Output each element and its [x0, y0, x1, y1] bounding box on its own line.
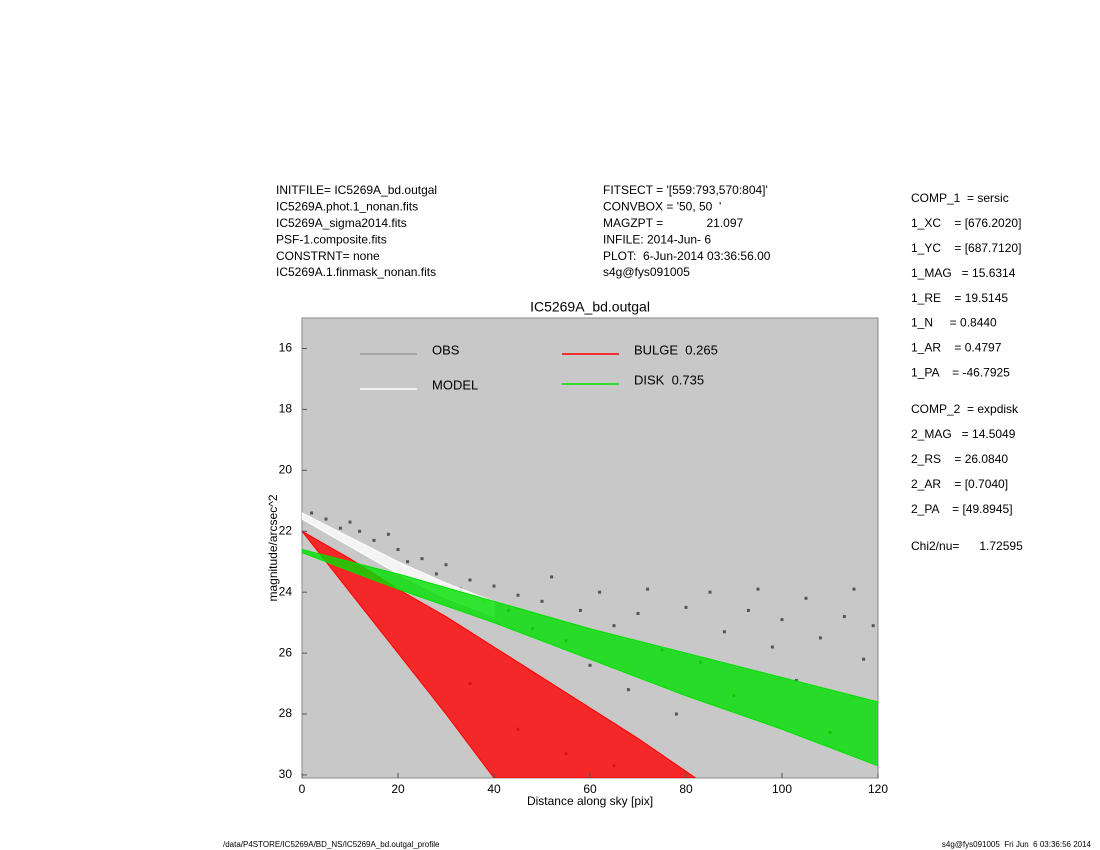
component-param: Chi2/nu= 1.72595: [911, 539, 1023, 553]
y-tick-label: 18: [279, 402, 293, 416]
y-axis-label: magnitude/arcsec^2: [266, 494, 280, 601]
obs-point: [636, 611, 640, 615]
y-tick-label: 26: [279, 645, 293, 659]
component-param: 2_AR = [0.7040]: [911, 477, 1008, 491]
info-left-line: IC5269A.phot.1_nonan.fits: [276, 200, 418, 214]
model-band: [302, 530, 697, 778]
obs-point: [612, 624, 616, 628]
obs-point: [746, 608, 750, 612]
obs-point: [406, 560, 410, 564]
obs-point: [578, 608, 582, 612]
obs-point: [358, 529, 362, 533]
info-left-line: CONSTRNT= none: [276, 249, 380, 263]
legend-label: DISK 0.735: [634, 372, 704, 387]
component-param: 2_RS = 26.0840: [911, 452, 1008, 466]
y-tick-label: 28: [279, 706, 293, 720]
x-tick-label: 0: [299, 782, 306, 796]
obs-point: [372, 538, 376, 542]
obs-point: [444, 563, 448, 567]
info-left-line: IC5269A_sigma2014.fits: [276, 216, 407, 230]
obs-point: [310, 511, 314, 515]
y-tick-label: 22: [279, 523, 293, 537]
info-middle-line: PLOT: 6-Jun-2014 03:36:56.00: [603, 249, 771, 263]
obs-point: [770, 645, 774, 649]
obs-point: [386, 532, 390, 536]
legend-label: BULGE 0.265: [634, 342, 718, 357]
x-axis-label: Distance along sky [pix]: [527, 794, 653, 808]
y-tick-label: 20: [279, 462, 293, 476]
obs-point: [338, 526, 342, 530]
obs-point: [794, 679, 798, 683]
component-param: 2_PA = [49.8945]: [911, 502, 1013, 516]
info-middle-line: MAGZPT = 21.097: [603, 216, 743, 230]
obs-point: [708, 590, 712, 594]
obs-point: [540, 599, 544, 603]
component-param: 1_RE = 19.5145: [911, 291, 1008, 305]
component-param: 1_YC = [687.7120]: [911, 241, 1021, 255]
obs-point: [756, 587, 760, 591]
obs-point: [674, 712, 678, 716]
info-left-line: INITFILE= IC5269A_bd.outgal: [276, 183, 437, 197]
obs-point: [626, 688, 630, 692]
info-middle-line: FITSECT = '[559:793,570:804]': [603, 183, 768, 197]
component-param: 1_AR = 0.4797: [911, 341, 1002, 355]
component-param: COMP_2 = expdisk: [911, 402, 1019, 416]
x-tick-label: 60: [583, 782, 597, 796]
obs-point: [420, 557, 424, 561]
info-middle-line: CONVBOX = '50, 50 ': [603, 200, 721, 214]
component-param: 1_MAG = 15.6314: [911, 266, 1016, 280]
legend-label: OBS: [432, 342, 460, 357]
obs-point: [684, 605, 688, 609]
obs-point: [396, 548, 400, 552]
obs-point: [722, 630, 726, 634]
obs-point: [646, 587, 650, 591]
obs-point: [780, 618, 784, 622]
obs-point: [434, 572, 438, 576]
obs-point: [348, 520, 352, 524]
obs-point: [871, 624, 875, 628]
component-param: 1_PA = -46.7925: [911, 365, 1010, 379]
x-tick-label: 100: [772, 782, 792, 796]
y-tick-label: 16: [279, 341, 293, 355]
x-tick-label: 80: [679, 782, 693, 796]
plot-marks: [302, 511, 878, 778]
info-left-line: PSF-1.composite.fits: [276, 232, 387, 246]
footer-left: /data/P4STORE/IC5269A/BD_NS/IC5269A_bd.o…: [223, 840, 440, 849]
obs-point: [588, 663, 592, 667]
component-param: 2_MAG = 14.5049: [911, 427, 1016, 441]
component-param: 1_XC = [676.2020]: [911, 216, 1021, 230]
obs-point: [852, 587, 856, 591]
x-tick-label: 40: [487, 782, 501, 796]
legend-label: MODEL: [432, 377, 478, 392]
model-band: [302, 549, 878, 767]
obs-point: [598, 590, 602, 594]
x-tick-label: 20: [391, 782, 405, 796]
obs-point: [516, 593, 520, 597]
obs-point: [492, 584, 496, 588]
obs-point: [324, 517, 328, 521]
info-middle-line: INFILE: 2014-Jun- 6: [603, 232, 711, 246]
info-left-line: IC5269A.1.finmask_nonan.fits: [276, 265, 436, 279]
obs-point: [550, 575, 554, 579]
footer-right: s4g@fys091005 Fri Jun 6 03:36:56 2014: [942, 840, 1092, 849]
component-param: COMP_1 = sersic: [911, 191, 1009, 205]
obs-point: [862, 657, 866, 661]
component-param: 1_N = 0.8440: [911, 316, 997, 330]
chart-title: IC5269A_bd.outgal: [530, 299, 650, 315]
y-tick-label: 30: [279, 767, 293, 781]
y-tick-label: 24: [279, 584, 293, 598]
info-middle-line: s4g@fys091005: [603, 265, 690, 279]
obs-point: [842, 615, 846, 619]
obs-point: [468, 578, 472, 582]
obs-point: [818, 636, 822, 640]
obs-point: [804, 596, 808, 600]
x-tick-label: 120: [868, 782, 888, 796]
